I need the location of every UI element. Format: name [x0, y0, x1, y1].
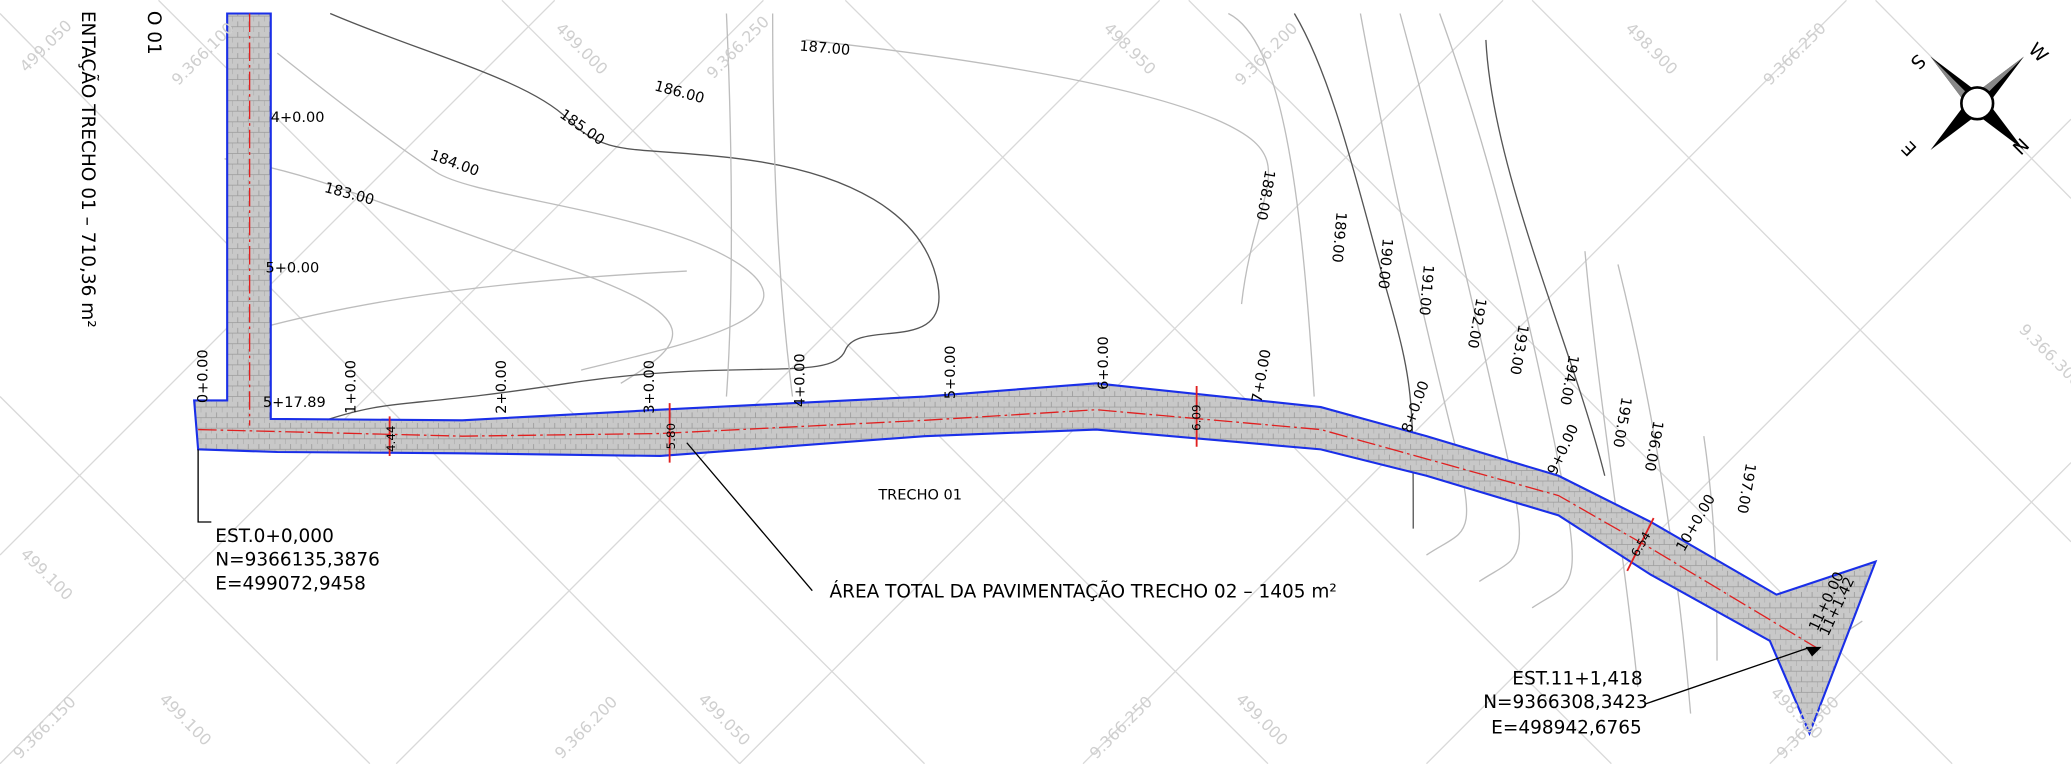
contour-label: 189.00: [1328, 211, 1348, 263]
drawing: S W E N ENTAÇÃO TRECHO 01 – 710,36 m² O …: [0, 0, 2071, 764]
sheet-label: O 01: [143, 11, 164, 55]
grid-label: 499.050: [16, 16, 76, 76]
grid-label: 499.100: [17, 544, 77, 604]
station-label: 1+0.00: [343, 360, 359, 414]
grid-label: 498.950: [1100, 19, 1160, 79]
contour-label: 194.00: [1556, 354, 1581, 407]
grid-label: 9.366.250: [1759, 19, 1829, 89]
station-label: 0+0.00: [195, 349, 211, 403]
page: S W E N ENTAÇÃO TRECHO 01 – 710,36 m² O …: [0, 0, 2071, 764]
start-station: EST.0+0,000: [215, 526, 334, 547]
compass-s: S: [1906, 50, 1929, 73]
station-label: 4+0.00: [792, 353, 808, 407]
contour-label: 193.00: [1506, 323, 1531, 376]
sheet-title: ENTAÇÃO TRECHO 01 – 710,36 m²: [77, 11, 99, 328]
contour-lines: [225, 13, 1863, 713]
station-label: 3+0.00: [642, 360, 658, 414]
end-station: EST.11+1,418: [1512, 668, 1642, 689]
station-label: 9+0.00: [1545, 422, 1582, 477]
station-label: 7+0.00: [1250, 348, 1275, 404]
station-label: 8+0.00: [1399, 379, 1432, 435]
grid-label: 9.366.250: [703, 12, 773, 82]
contour-label: 190.00: [1374, 238, 1394, 290]
contour-label: 191.00: [1415, 264, 1435, 316]
contour-label: 183.00: [323, 180, 376, 209]
grid-label: 499.000: [552, 19, 612, 79]
width-label: 5.80: [664, 423, 678, 449]
start-north: N=9366135,3876: [215, 550, 380, 571]
contour-label: 188.00: [1253, 169, 1278, 222]
station-label: 6+0.00: [1096, 336, 1112, 390]
grid-label: 498.900: [1622, 19, 1682, 79]
station-label: 5+0.00: [943, 345, 959, 399]
contour-label: 184.00: [428, 148, 481, 180]
width-label: 4.44: [384, 426, 398, 452]
area-note: ÁREA TOTAL DA PAVIMENTAÇÃO TRECHO 02 – 1…: [829, 580, 1336, 602]
leader-lines: [198, 443, 1820, 705]
end-east: E=498942,6765: [1491, 717, 1642, 738]
trecho-label: TRECHO 01: [877, 488, 962, 504]
grid-label: 9.366.200: [551, 692, 621, 762]
station-label: 4+0.00: [271, 110, 325, 126]
pavement: [194, 13, 1875, 733]
station-label: 5+0.00: [265, 260, 319, 276]
compass-w: W: [2024, 39, 2052, 67]
grid-label: 9.366.300: [2015, 320, 2071, 390]
contour-label: 192.00: [1464, 297, 1489, 350]
grid-label: 9.366.150: [9, 692, 79, 762]
grid-label: 9.366.250: [1086, 692, 1156, 762]
contour-label: 185.00: [556, 107, 607, 149]
grid-label: 499.100: [156, 690, 216, 750]
station-label: 2+0.00: [494, 360, 510, 414]
end-north: N=9366308,3423: [1483, 692, 1648, 713]
compass-e: E: [1898, 136, 1921, 159]
start-east: E=499072,9458: [215, 573, 366, 594]
station-label: 5+17.89: [263, 395, 326, 411]
grid-label: 499.050: [695, 690, 755, 750]
width-label: 6.09: [1190, 404, 1204, 430]
contour-label: 197.00: [1733, 462, 1758, 515]
grid-label: 499.000: [1232, 690, 1292, 750]
contour-label: 187.00: [799, 39, 851, 59]
contour-label: 196.00: [1641, 420, 1666, 473]
